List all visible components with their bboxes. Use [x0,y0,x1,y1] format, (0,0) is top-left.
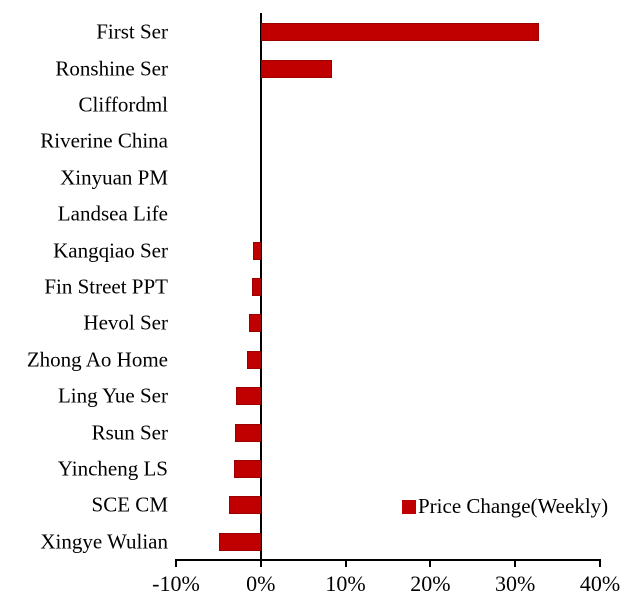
legend-label: Price Change(Weekly) [418,494,609,518]
bar-yincheng-ls [233,460,261,478]
x-axis-tick [259,560,262,567]
bar-first-ser [260,23,539,42]
category-label-fin-street-ppt: Fin Street PPT [44,274,168,299]
category-label-zhong-ao-home: Zhong Ao Home [26,347,168,372]
bar-zhong-ao-home [247,350,261,369]
category-label-kangqiao-ser: Kangqiao Ser [53,238,168,263]
legend-swatch-icon [402,499,416,514]
category-label-ronshine-ser: Ronshine Ser [55,56,168,81]
x-axis-tick-label: 10% [325,571,366,596]
x-axis-tick [514,560,517,567]
legend: Price Change(Weekly) [402,494,608,519]
bar-ronshine-ser [260,59,333,78]
category-label-sce-cm: SCE CM [91,492,168,517]
category-label-xinyuan-pm: Xinyuan PM [60,165,168,190]
category-label-cliffordml: Cliffordml [78,92,168,117]
x-axis-tick [429,560,432,567]
x-axis-tick-label: -10% [152,571,200,596]
x-axis-tick [599,560,601,567]
zero-axis-line [259,13,262,560]
x-axis-tick-label: 30% [495,571,536,596]
x-axis-tick [175,560,177,567]
bar-xingye-wulian [219,532,261,551]
x-axis-tick [344,560,347,567]
category-label-hevol-ser: Hevol Ser [83,310,168,335]
category-label-riverine-china: Riverine China [40,128,168,153]
x-axis-line [175,559,601,561]
bar-hevol-ser [248,314,261,333]
x-axis-tick-label: 40% [579,571,621,596]
bar-sce-cm [228,496,261,515]
category-label-ling-yue-ser: Ling Yue Ser [57,383,168,408]
category-label-landsea-life: Landsea Life [57,201,168,226]
bar-rsun-ser [235,423,261,442]
x-axis-tick-label: 0% [246,571,276,596]
category-label-xingye-wulian: Xingye Wulian [40,529,168,554]
category-label-yincheng-ls: Yincheng LS [57,456,168,481]
category-label-first-ser: First Ser [96,19,168,44]
bar-ling-yue-ser [236,387,261,406]
x-axis-tick-label: 20% [410,571,451,596]
category-label-rsun-ser: Rsun Ser [91,420,168,445]
bar-kangqiao-ser [253,241,261,260]
bar-fin-street-ppt [252,278,261,296]
